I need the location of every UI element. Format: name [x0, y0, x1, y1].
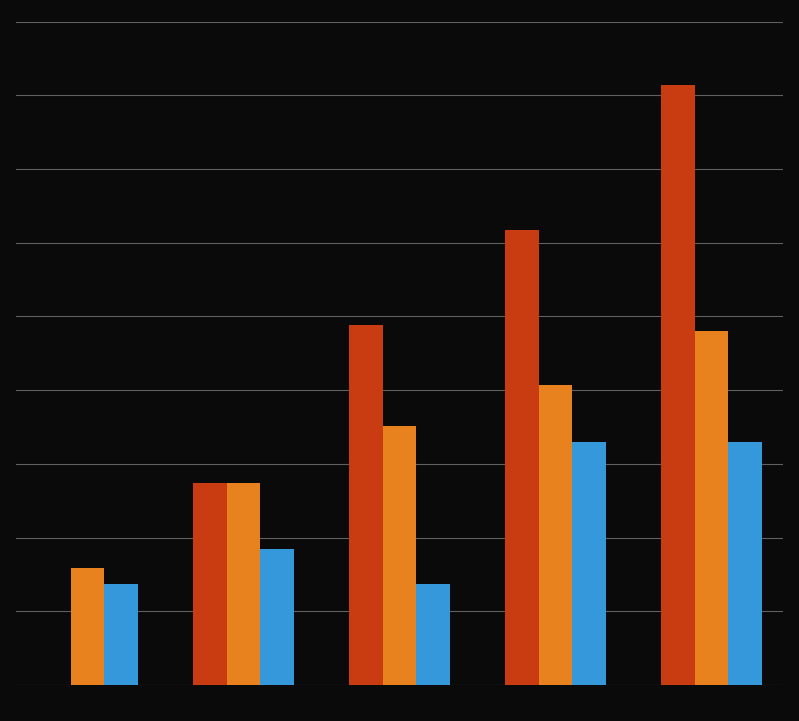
Bar: [105, 584, 138, 685]
Bar: [70, 568, 105, 685]
Bar: [694, 331, 729, 685]
Bar: [572, 442, 606, 685]
Bar: [539, 385, 572, 685]
Bar: [260, 549, 294, 685]
Bar: [661, 85, 694, 685]
Bar: [729, 442, 762, 685]
Bar: [227, 483, 260, 685]
Bar: [505, 230, 539, 685]
Bar: [383, 426, 416, 685]
Bar: [193, 483, 227, 685]
Bar: [416, 584, 450, 685]
Bar: [349, 325, 383, 685]
